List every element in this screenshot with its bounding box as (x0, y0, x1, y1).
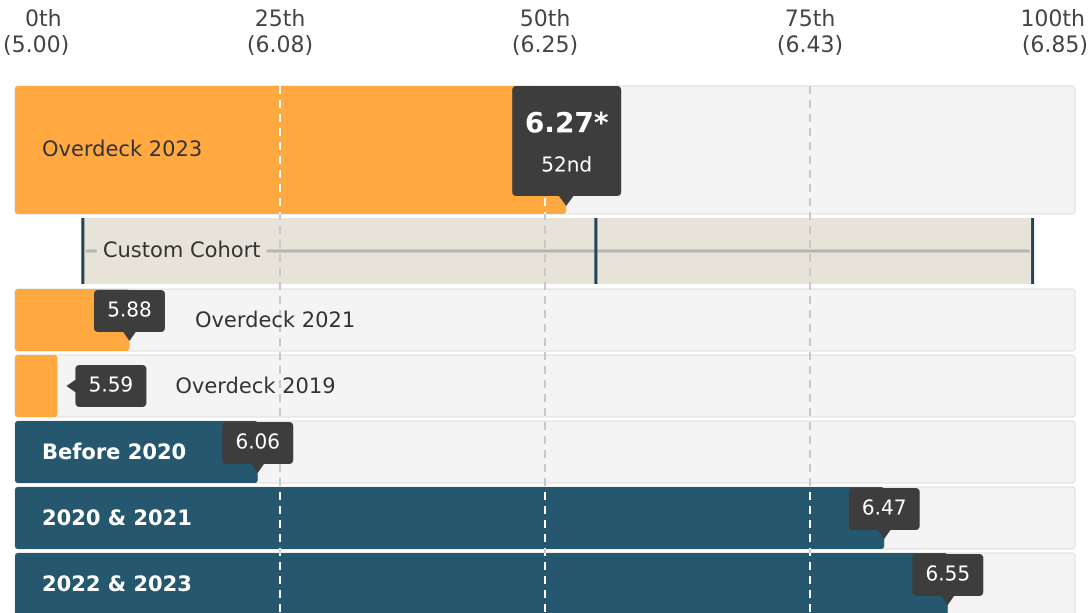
category-label: Overdeck 2023 (42, 137, 202, 161)
category-label: 2022 & 2023 (42, 572, 192, 596)
tooltip-pointer (940, 595, 955, 605)
score-label: 6.06 (235, 430, 280, 454)
category-label: Overdeck 2021 (195, 308, 355, 332)
tooltip (512, 86, 622, 196)
x-tick-score: (6.08) (247, 33, 313, 58)
x-tick-label: 75th (785, 7, 836, 32)
cohort-label-bg (96, 238, 267, 262)
tooltip-pointer (66, 379, 77, 393)
tooltip-pointer (558, 195, 575, 206)
score-label: 5.88 (107, 298, 152, 322)
percentile-label: 52nd (541, 153, 592, 177)
x-tick-label: 25th (255, 7, 306, 32)
score-label: 5.59 (89, 373, 134, 397)
tooltip-pointer (122, 331, 137, 341)
tooltip-pointer (877, 529, 892, 539)
x-tick-label: 100th (1020, 7, 1085, 32)
x-tick-label: 50th (520, 7, 571, 32)
tooltip (848, 488, 920, 530)
tooltip-pointer (250, 463, 265, 473)
x-tick-score: (6.25) (512, 33, 578, 58)
score-label: 6.27* (525, 106, 609, 139)
bar (15, 421, 258, 483)
score-label: 6.55 (926, 562, 971, 586)
category-label: Before 2020 (42, 440, 186, 464)
x-tick-score: (6.85) (1022, 33, 1088, 58)
x-tick-label: 0th (25, 7, 62, 32)
x-tick-score: (6.43) (777, 33, 843, 58)
tooltip (75, 365, 147, 407)
bar (15, 355, 58, 417)
bar (15, 86, 567, 214)
category-label: Overdeck 2019 (175, 374, 335, 398)
tooltip (912, 554, 984, 596)
tooltip (93, 290, 165, 332)
tooltip (222, 422, 294, 464)
bar (15, 553, 948, 613)
score-label: 6.47 (862, 496, 907, 520)
category-label: 2020 & 2021 (42, 506, 192, 530)
x-tick-score: (5.00) (3, 33, 69, 58)
bar (15, 487, 885, 549)
cohort-label: Custom Cohort (103, 238, 261, 262)
